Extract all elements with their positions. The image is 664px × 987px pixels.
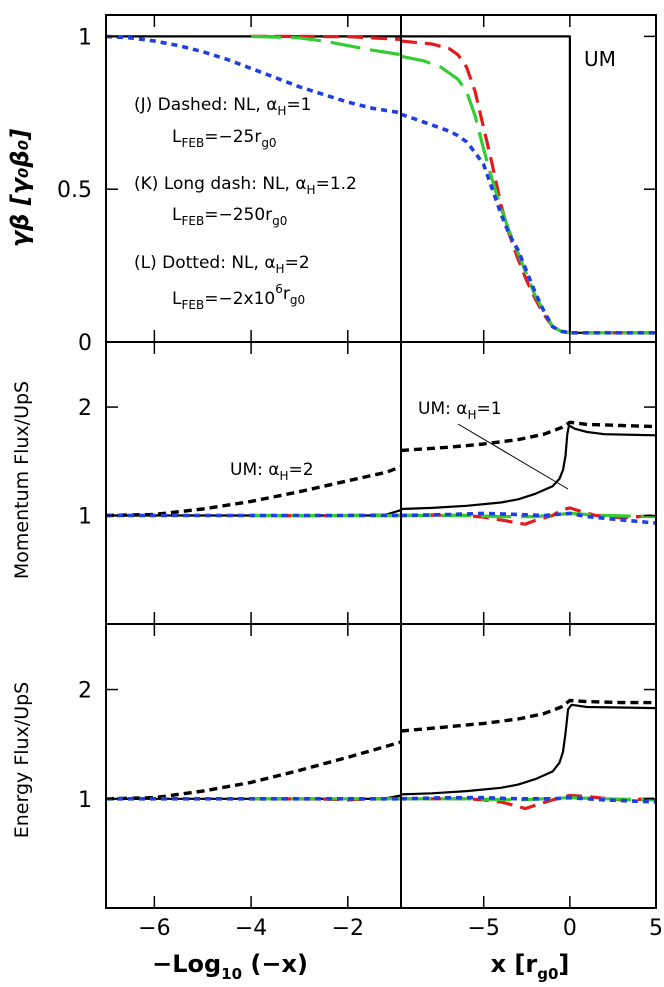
legend-k-line2: LFEB=−250rg0 (172, 205, 287, 228)
right-xlabel: x [rg0] (491, 950, 570, 983)
um-alpha1-label: UM: αH=1 (418, 399, 502, 422)
xtick-label-left-1: −4 (235, 916, 267, 941)
middle-ylabel: Momentum Flux/UpS (11, 381, 33, 579)
legend-k-line1: (K) Long dash: NL, αH=1.2 (134, 174, 357, 197)
ytick-label-top-1: 0.5 (57, 178, 92, 203)
legend-l-line2: LFEB=−2x106rg0 (172, 282, 305, 312)
frame-bottom-left (105, 623, 402, 909)
ytick-label-middle-0: 1 (78, 505, 92, 530)
xtick-label-right-2: 5 (649, 916, 663, 941)
left-xlabel: −Log10 (−x) (152, 950, 308, 983)
middle-ylabel-group: Momentum Flux/UpS (11, 381, 33, 579)
ytick-label-top-2: 1 (78, 25, 92, 50)
ytick-label-bottom-0: 1 (78, 788, 92, 813)
series-top-k-right (401, 54, 656, 335)
ytick-label-top-0: 0 (78, 331, 92, 356)
top-ylabel: γβ [γ₀β₀] (6, 129, 34, 247)
um-alpha2-label: UM: αH=2 (230, 460, 314, 483)
um-alpha1-pointer (457, 423, 569, 490)
frame-middle-right (400, 341, 657, 625)
frame-bottom-right (400, 623, 657, 909)
bottom-ylabel-group: Energy Flux/UpS (11, 682, 33, 838)
series-bottom-um_a2-right (401, 698, 656, 733)
series-middle-um_a2-left (106, 465, 401, 518)
series-top-j-left (251, 34, 401, 41)
series-bottom-um_a1-right (401, 703, 656, 796)
ticks-layer: 0 0.5 1 1 2 1 2 −6 −4 −2 −5 0 5 (57, 15, 663, 941)
top-ylabel-group: γβ [γ₀β₀] (6, 129, 34, 247)
series-top-j-right (401, 39, 656, 335)
series-middle-l-right (401, 511, 656, 525)
frames-layer (105, 14, 657, 909)
series-top-k-left (251, 34, 401, 57)
xtick-label-left-2: −2 (332, 916, 364, 941)
frame-top-right (400, 14, 657, 343)
xtick-label-right-1: 0 (563, 916, 577, 941)
um-label: UM (584, 47, 616, 71)
xtick-label-right-0: −5 (467, 916, 499, 941)
series-top-um-right (401, 35, 656, 334)
series-top-l-right (401, 112, 656, 335)
legend-block: (J) Dashed: NL, αH=1 LFEB=−25rg0 (K) Lon… (134, 95, 357, 312)
xtick-label-left-0: −6 (138, 916, 170, 941)
series-bottom-l-right (401, 795, 656, 804)
series-top-l-left (106, 34, 401, 115)
series-bottom-um_a2-left (106, 740, 401, 801)
frame-middle-left (105, 341, 402, 625)
series-middle-um_a2-right (401, 420, 656, 453)
legend-j-line2: LFEB=−25rg0 (172, 127, 277, 150)
bottom-ylabel: Energy Flux/UpS (11, 682, 33, 838)
legend-l-line1: (L) Dotted: NL, αH=2 (134, 253, 310, 276)
ytick-label-bottom-1: 2 (78, 679, 92, 704)
legend-j-line1: (J) Dashed: NL, αH=1 (134, 95, 312, 118)
series-middle-um_a1-right (401, 424, 656, 511)
curves-layer (106, 34, 656, 811)
ytick-label-middle-1: 2 (78, 396, 92, 421)
